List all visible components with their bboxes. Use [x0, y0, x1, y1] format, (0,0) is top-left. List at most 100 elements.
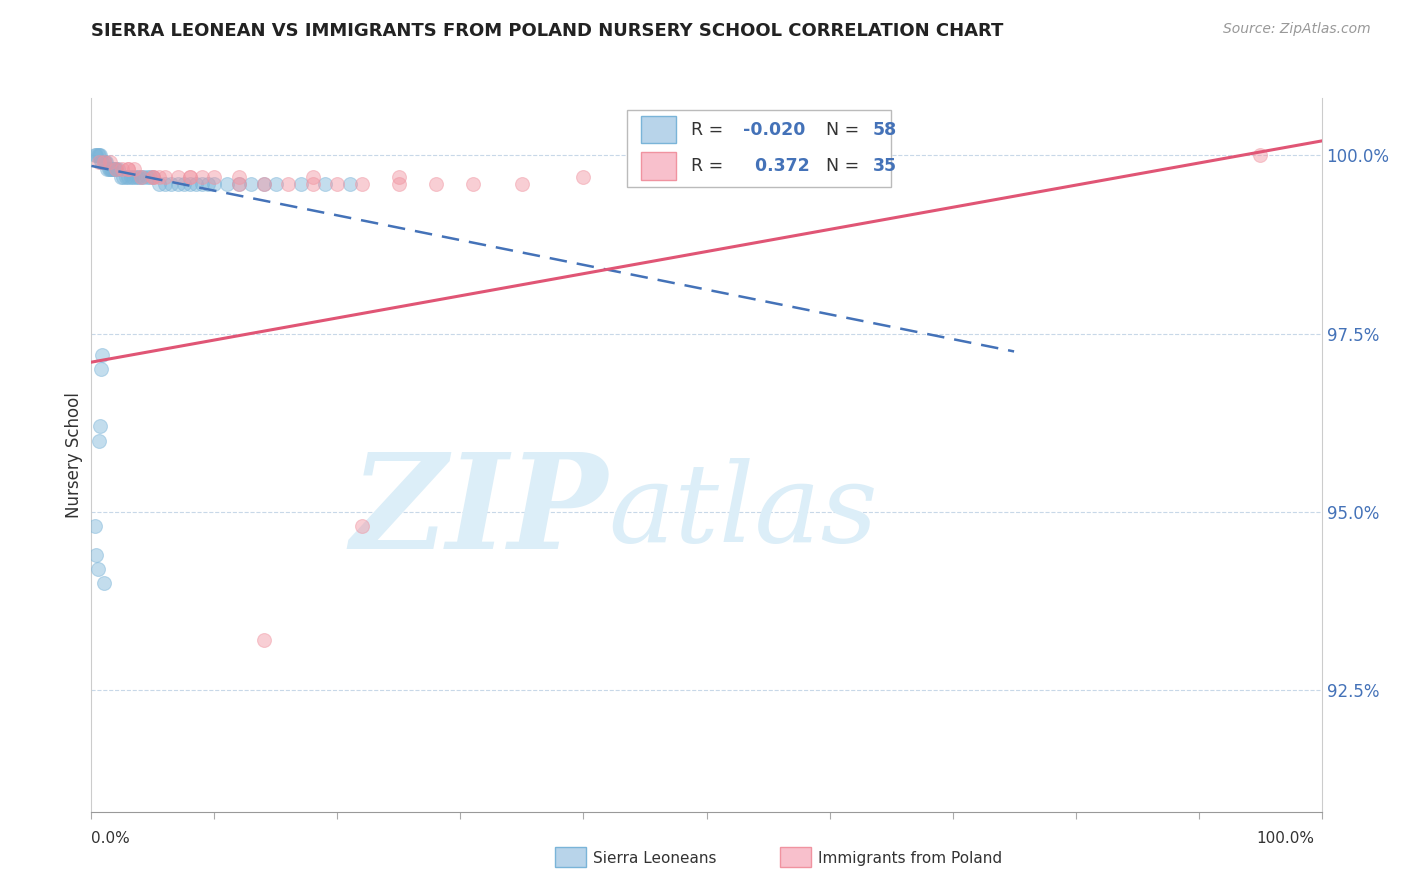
Point [122, 169, 145, 184]
Point [166, 169, 188, 184]
Point [184, 177, 207, 191]
Point [93, 576, 115, 591]
Point [87, 155, 110, 169]
Point [215, 177, 238, 191]
Point [101, 162, 124, 177]
Point [1249, 148, 1271, 162]
Point [110, 169, 132, 184]
Point [117, 162, 139, 177]
Point [179, 169, 201, 184]
Point [202, 169, 225, 184]
Text: N =: N = [825, 120, 865, 139]
Point [97, 162, 120, 177]
Point [179, 177, 201, 191]
Point [89, 148, 111, 162]
Point [87, 434, 110, 448]
Point [425, 177, 447, 191]
FancyBboxPatch shape [627, 111, 891, 187]
Point [124, 169, 146, 184]
Point [93, 155, 115, 169]
Point [105, 162, 127, 177]
Point [114, 169, 138, 184]
Point [132, 169, 155, 184]
Point [461, 177, 484, 191]
Text: SIERRA LEONEAN VS IMMIGRANTS FROM POLAND NURSERY SCHOOL CORRELATION CHART: SIERRA LEONEAN VS IMMIGRANTS FROM POLAND… [91, 22, 1004, 40]
Point [93, 155, 115, 169]
Point [86, 562, 108, 576]
Text: 100.0%: 100.0% [1257, 831, 1315, 846]
Point [86, 148, 108, 162]
Point [142, 169, 165, 184]
Point [228, 177, 250, 191]
Point [94, 155, 117, 169]
Point [572, 169, 595, 184]
Point [90, 362, 112, 376]
Text: R =: R = [690, 120, 728, 139]
Point [103, 162, 125, 177]
Text: Sierra Leoneans: Sierra Leoneans [593, 851, 717, 865]
Point [314, 177, 336, 191]
Point [253, 633, 276, 648]
Point [142, 169, 165, 184]
Y-axis label: Nursery School: Nursery School [65, 392, 83, 518]
Point [160, 177, 183, 191]
Point [253, 177, 276, 191]
Point [86, 548, 108, 562]
Point [124, 162, 146, 177]
Point [90, 155, 112, 169]
Point [352, 177, 374, 191]
Point [301, 169, 323, 184]
Text: 35: 35 [873, 157, 897, 175]
Point [264, 177, 287, 191]
Point [179, 169, 201, 184]
Point [111, 162, 134, 177]
Point [127, 169, 149, 184]
Point [89, 419, 111, 434]
Text: 58: 58 [873, 120, 897, 139]
Point [173, 177, 195, 191]
Point [191, 169, 214, 184]
Point [117, 162, 139, 177]
Point [84, 519, 107, 533]
FancyBboxPatch shape [641, 116, 676, 144]
Point [301, 177, 323, 191]
Point [129, 169, 152, 184]
Point [153, 169, 177, 184]
Point [240, 177, 263, 191]
Point [253, 177, 276, 191]
Text: Source: ZipAtlas.com: Source: ZipAtlas.com [1223, 22, 1371, 37]
Text: 0.372: 0.372 [744, 157, 810, 175]
Point [153, 177, 177, 191]
Text: Immigrants from Poland: Immigrants from Poland [818, 851, 1002, 865]
Text: 0.0%: 0.0% [91, 831, 131, 846]
Point [135, 169, 157, 184]
Point [98, 162, 121, 177]
Point [84, 148, 107, 162]
Point [352, 519, 374, 533]
Point [510, 177, 533, 191]
Point [87, 148, 110, 162]
Text: N =: N = [825, 157, 865, 175]
Point [139, 169, 162, 184]
Point [91, 155, 114, 169]
Point [166, 177, 188, 191]
Point [120, 169, 142, 184]
Point [96, 162, 118, 177]
Point [326, 177, 349, 191]
Point [98, 155, 121, 169]
Point [96, 155, 117, 169]
Point [100, 162, 122, 177]
Point [388, 169, 411, 184]
FancyBboxPatch shape [641, 153, 676, 179]
Point [104, 162, 127, 177]
Point [148, 177, 170, 191]
Text: R =: R = [690, 157, 728, 175]
Point [129, 169, 152, 184]
Point [228, 177, 250, 191]
Point [388, 177, 411, 191]
Text: ZIP: ZIP [350, 448, 607, 576]
Point [277, 177, 299, 191]
Point [105, 162, 127, 177]
Point [112, 169, 135, 184]
Point [142, 169, 165, 184]
